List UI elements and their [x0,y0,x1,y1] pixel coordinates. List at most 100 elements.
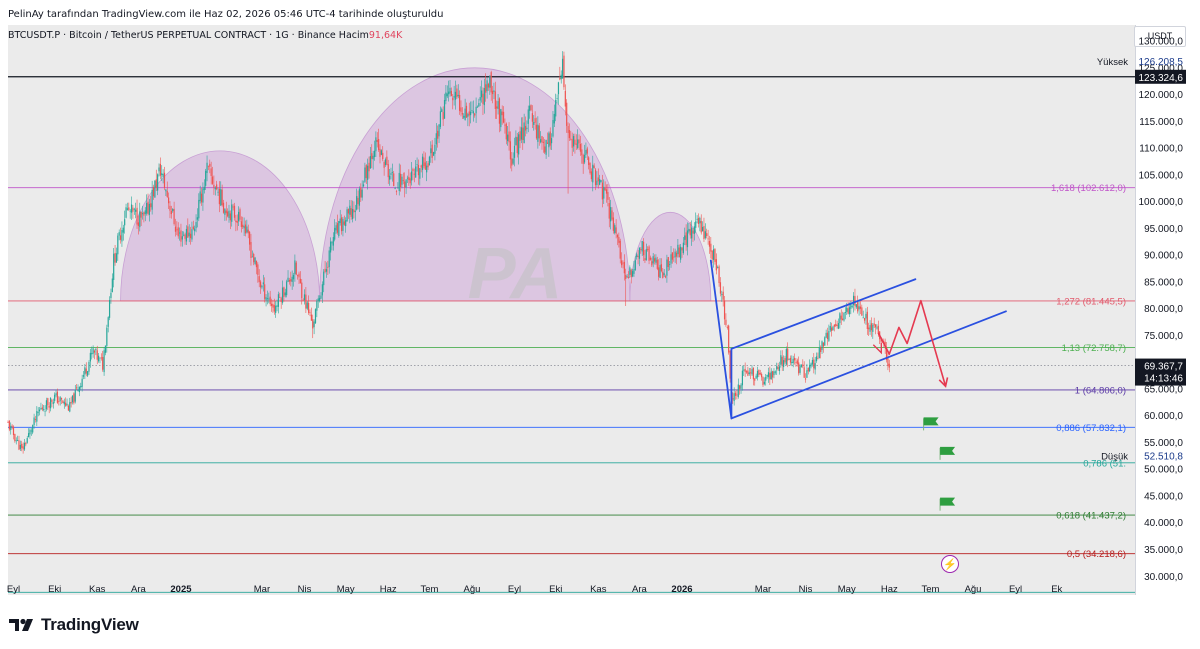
candle-body [493,90,495,92]
chart-caption: PelinAy tarafından TradingView.com ile H… [8,9,444,20]
candle-body [538,125,540,139]
candle-body [590,171,593,180]
candle-body [546,142,549,144]
candle-body [658,267,660,277]
candle-body [161,173,163,176]
candle-body [803,367,805,378]
candle-body [329,241,332,253]
candle-body [412,168,414,172]
candle-body [309,312,311,314]
candle-body [549,131,551,146]
candle-body [461,113,463,115]
candle-body [666,259,668,276]
candle-body [409,178,411,184]
candle-body [722,291,724,300]
candle-body [728,325,730,353]
candle-body [33,417,35,426]
candle-body [887,358,889,367]
candle-body [121,229,123,242]
candle-body [415,166,417,178]
candle-body [191,229,193,240]
candle-body [130,204,133,213]
candle-body [762,377,764,386]
candle-body [198,199,200,219]
candle-body [623,261,625,274]
candle-body [272,303,274,308]
candle-body [441,109,443,112]
candle-body [291,276,293,282]
candle-body [279,296,281,298]
time-tick-label: Eyl [1009,584,1022,595]
candle-body [177,227,179,237]
candle-body [327,266,329,268]
candle-body [45,400,48,410]
candle-body [600,180,602,183]
candle-body [550,138,553,144]
candle-body [750,372,752,374]
time-tick-label: Eyl [7,584,20,595]
candle-body [323,271,325,286]
brand-name: TradingView [41,615,139,634]
candle-body [382,152,384,160]
candle-body [306,302,308,309]
candle-body [242,224,244,228]
price-tick-label: 105.000,0 [1139,170,1184,181]
candle-body [155,179,157,188]
currency-button[interactable]: USDT [1134,26,1186,47]
candle-body [826,332,829,340]
candle-body [482,93,484,104]
candle-body [93,350,96,353]
candle-body [405,179,407,188]
candle-body [431,144,433,158]
candles-down [7,51,890,454]
price-tick-label: 40.000,0 [1144,518,1183,529]
candle-body [453,95,455,98]
candle-body [648,246,650,261]
candle-body [574,139,576,145]
candle-body [737,384,739,397]
candle-body [350,208,352,217]
candle-body [526,127,528,130]
candle-body [498,98,501,124]
candle-body [313,321,315,328]
price-axis[interactable] [1135,25,1193,595]
candle-body [815,356,818,362]
candle-body [48,405,50,408]
candle-body [259,281,262,288]
candle-body [332,237,334,246]
candle-body [560,74,562,80]
candle-body [559,78,561,80]
candle-body [298,273,300,278]
candle-body [597,177,599,182]
candle-body [553,113,555,124]
candle-body [534,118,536,123]
candle-body [218,188,220,205]
candle-body [593,165,595,168]
candle-body [284,292,286,296]
candle-body [642,241,645,256]
candle-body [556,98,558,100]
candle-body [432,152,435,156]
candle-body [435,133,437,145]
candle-body [821,341,823,351]
candle-body [183,234,185,236]
candle-body [275,305,277,313]
fibonacci-level-label: 0,786 (51. [1083,458,1126,469]
candle-body [438,124,440,137]
candle-body [128,207,130,210]
candle-body [575,143,577,145]
candle-body [868,327,870,330]
candle-body [527,109,529,124]
candle-body [788,358,790,360]
candle-body [792,358,794,364]
candle-body [276,305,278,307]
candle-body [594,169,597,186]
candle-body [210,168,212,176]
lightning-icon[interactable]: ⚡ [941,555,959,573]
time-tick-label: 2026 [671,584,692,595]
candle-body [589,162,591,174]
candle-body [426,165,428,173]
candle-body [686,230,689,248]
candle-body [548,133,550,148]
